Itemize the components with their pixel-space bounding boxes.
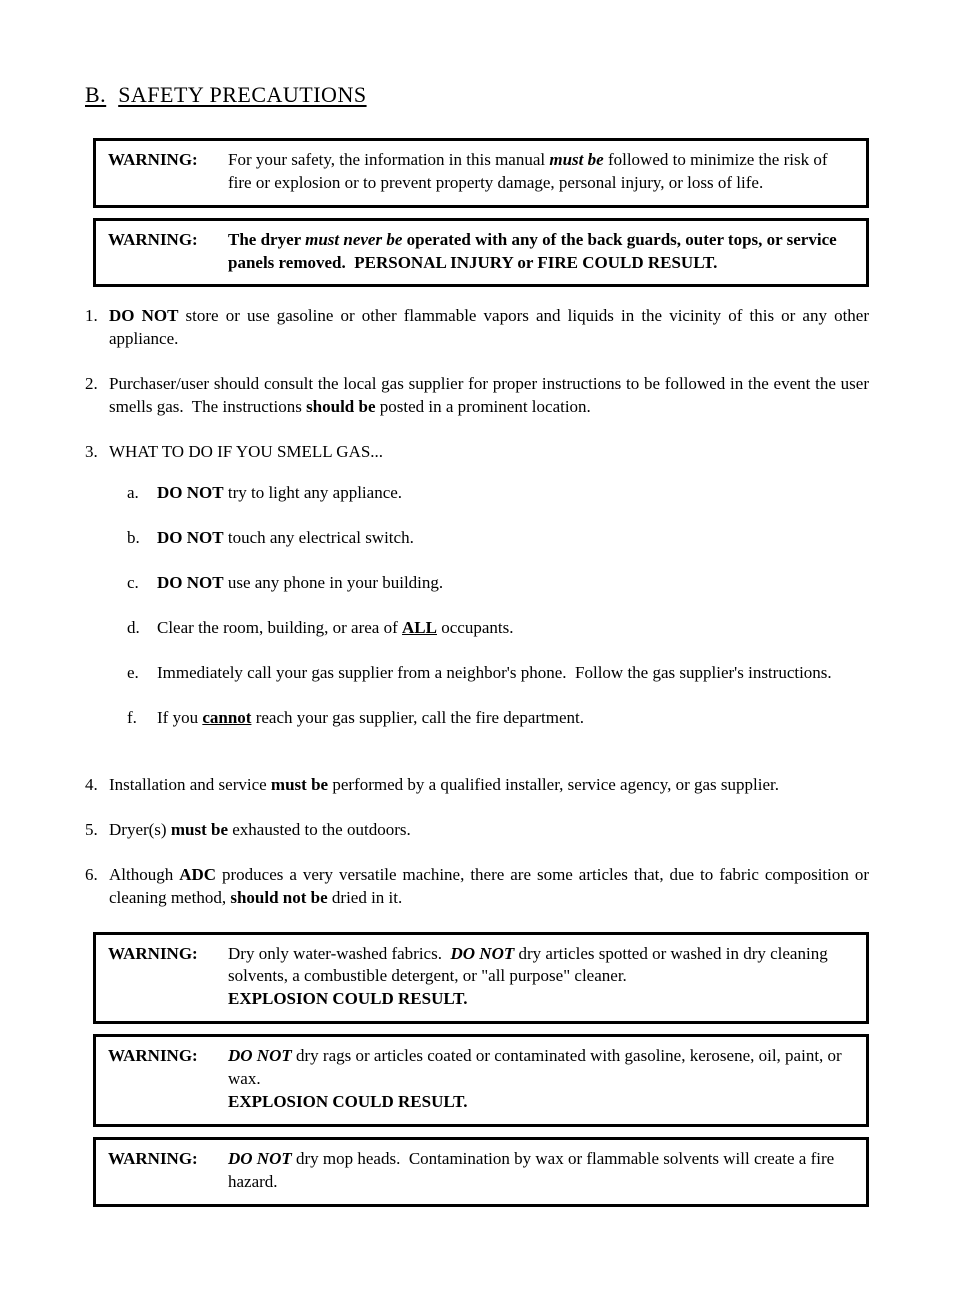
warning-box: WARNING:For your safety, the information…	[93, 138, 869, 208]
sub-list-item: a.DO NOT try to light any appliance.	[127, 482, 869, 505]
warning-label: WARNING:	[108, 149, 228, 195]
section-heading: B. SAFETY PRECAUTIONS	[85, 80, 869, 110]
sub-list-item: c.DO NOT use any phone in your building.	[127, 572, 869, 595]
warning-label: WARNING:	[108, 229, 228, 275]
warning-text: Dry only water-washed fabrics. DO NOT dr…	[228, 943, 854, 1012]
sub-body: DO NOT use any phone in your building.	[157, 572, 869, 595]
sub-list-item: e.Immediately call your gas supplier fro…	[127, 662, 869, 685]
list-marker: 4.	[85, 774, 109, 797]
sub-list-item: f.If you cannot reach your gas supplier,…	[127, 707, 869, 730]
warning-label: WARNING:	[108, 1045, 228, 1114]
sub-marker: b.	[127, 527, 157, 550]
sub-marker: a.	[127, 482, 157, 505]
sub-marker: d.	[127, 617, 157, 640]
sub-list-item: d.Clear the room, building, or area of A…	[127, 617, 869, 640]
list-item: 6.Although ADC produces a very versatile…	[85, 864, 869, 910]
sub-list-item: b.DO NOT touch any electrical switch.	[127, 527, 869, 550]
warning-box: WARNING:Dry only water-washed fabrics. D…	[93, 932, 869, 1025]
sub-body: DO NOT try to light any appliance.	[157, 482, 869, 505]
list-item: 1.DO NOT store or use gasoline or other …	[85, 305, 869, 351]
list-marker: 6.	[85, 864, 109, 910]
numbered-list: 1.DO NOT store or use gasoline or other …	[85, 305, 869, 909]
list-item: 3.WHAT TO DO IF YOU SMELL GAS...a.DO NOT…	[85, 441, 869, 752]
list-marker: 2.	[85, 373, 109, 419]
heading-prefix: B.	[85, 82, 106, 107]
list-marker: 5.	[85, 819, 109, 842]
warning-box: WARNING:DO NOT dry mop heads. Contaminat…	[93, 1137, 869, 1207]
sub-marker: e.	[127, 662, 157, 685]
sub-list: a.DO NOT try to light any appliance.b.DO…	[127, 482, 869, 730]
warning-text: The dryer must never be operated with an…	[228, 229, 854, 275]
warning-label: WARNING:	[108, 943, 228, 1012]
list-item: 2.Purchaser/user should consult the loca…	[85, 373, 869, 419]
page: B. SAFETY PRECAUTIONS WARNING:For your s…	[0, 0, 954, 1297]
warning-box: WARNING:The dryer must never be operated…	[93, 218, 869, 288]
warnings-top: WARNING:For your safety, the information…	[93, 138, 869, 288]
warning-text: DO NOT dry mop heads. Contamination by w…	[228, 1148, 854, 1194]
list-item: 5.Dryer(s) must be exhausted to the outd…	[85, 819, 869, 842]
warning-text: For your safety, the information in this…	[228, 149, 854, 195]
sub-body: Clear the room, building, or area of ALL…	[157, 617, 869, 640]
list-body: Although ADC produces a very versatile m…	[109, 864, 869, 910]
list-item: 4.Installation and service must be perfo…	[85, 774, 869, 797]
list-body: Purchaser/user should consult the local …	[109, 373, 869, 419]
list-marker: 3.	[85, 441, 109, 752]
sub-marker: f.	[127, 707, 157, 730]
list-marker: 1.	[85, 305, 109, 351]
sub-body: If you cannot reach your gas supplier, c…	[157, 707, 869, 730]
warning-box: WARNING:DO NOT dry rags or articles coat…	[93, 1034, 869, 1127]
sub-body: Immediately call your gas supplier from …	[157, 662, 869, 685]
list-body: Dryer(s) must be exhausted to the outdoo…	[109, 819, 869, 842]
heading-title: SAFETY PRECAUTIONS	[118, 82, 366, 107]
sub-body: DO NOT touch any electrical switch.	[157, 527, 869, 550]
warning-text: DO NOT dry rags or articles coated or co…	[228, 1045, 854, 1114]
warning-label: WARNING:	[108, 1148, 228, 1194]
list-body: DO NOT store or use gasoline or other fl…	[109, 305, 869, 351]
list-body: Installation and service must be perform…	[109, 774, 869, 797]
warnings-bottom: WARNING:Dry only water-washed fabrics. D…	[93, 932, 869, 1208]
sub-marker: c.	[127, 572, 157, 595]
list-body: WHAT TO DO IF YOU SMELL GAS...a.DO NOT t…	[109, 441, 869, 752]
